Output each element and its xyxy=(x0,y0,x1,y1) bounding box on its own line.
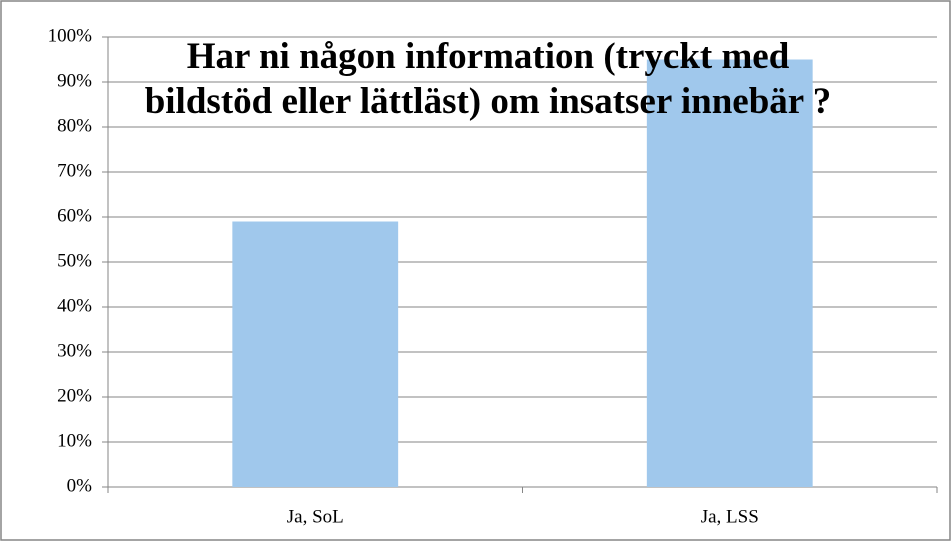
y-tick-label: 70% xyxy=(57,160,92,181)
bar xyxy=(646,59,813,487)
y-tick-label: 0% xyxy=(67,475,93,496)
chart-title: Har ni någon information (tryckt med bil… xyxy=(144,36,832,122)
x-tick-label: Ja, LSS xyxy=(701,506,759,527)
y-tick-label: 80% xyxy=(57,115,92,136)
y-tick-label: 60% xyxy=(57,205,92,226)
y-tick-label: 100% xyxy=(48,25,93,46)
y-tick-label: 90% xyxy=(57,70,92,91)
bar xyxy=(232,221,399,487)
y-tick-label: 50% xyxy=(57,250,92,271)
y-tick-label: 30% xyxy=(57,340,92,361)
x-tick-label: Ja, SoL xyxy=(287,506,344,527)
y-tick-label: 40% xyxy=(57,295,92,316)
y-tick-label: 10% xyxy=(57,430,92,451)
y-tick-label: 20% xyxy=(57,385,92,406)
